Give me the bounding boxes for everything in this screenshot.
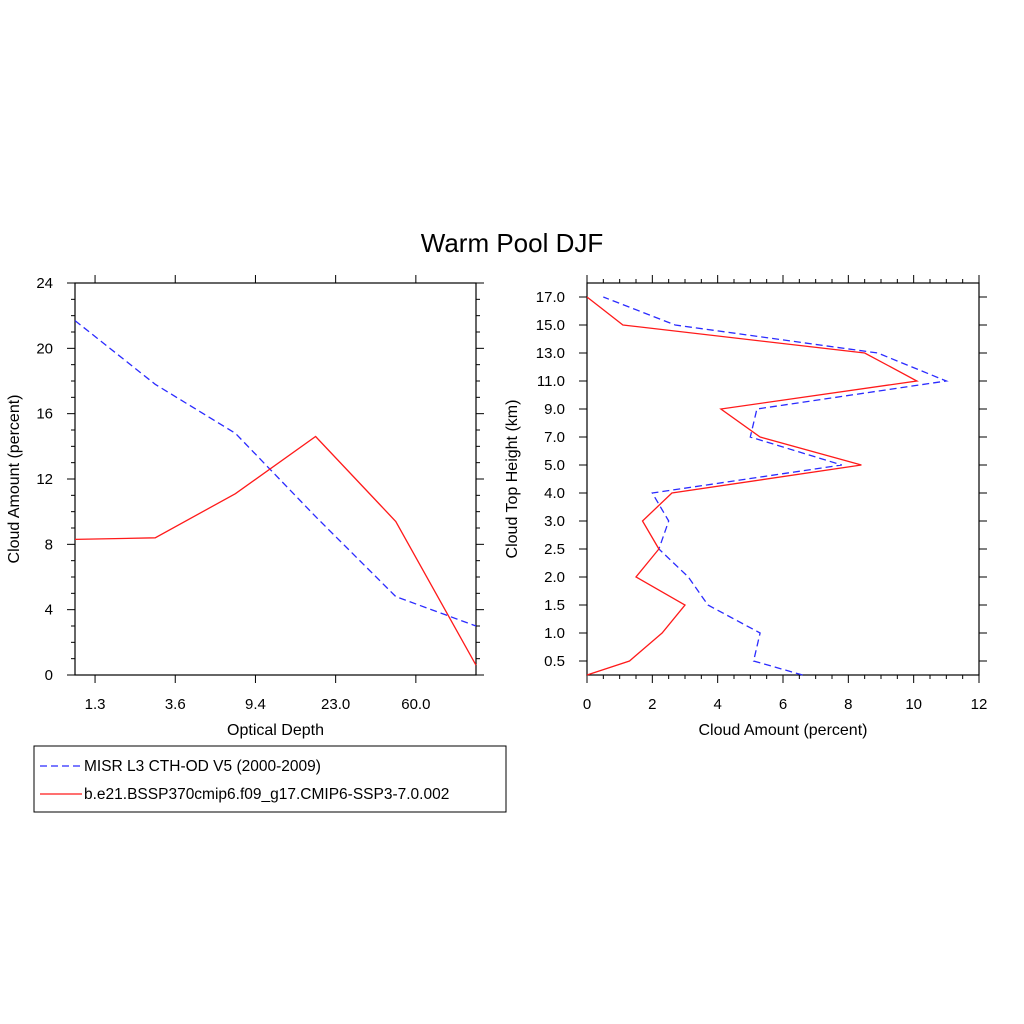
right-series-line-model xyxy=(586,296,919,676)
right-x-tick-label: 0 xyxy=(583,696,591,713)
left-y-axis-title: Cloud Amount (percent) xyxy=(6,395,23,564)
right-y-tick-label: 2.5 xyxy=(544,541,565,558)
left-y-tick-label: 20 xyxy=(36,340,53,357)
right-y-tick-label: 15.0 xyxy=(536,317,565,334)
left-y-tick-label: 24 xyxy=(36,275,53,292)
right-y-tick-label: 4.0 xyxy=(544,485,565,502)
right-plot-frame xyxy=(586,282,980,676)
right-x-tick-label: 10 xyxy=(905,696,922,713)
right-y-tick-label: 9.0 xyxy=(544,401,565,418)
left-x-tick-label: 3.6 xyxy=(165,696,186,713)
right-y-tick-label: 13.0 xyxy=(536,345,565,362)
left-y-tick-label: 8 xyxy=(45,536,53,553)
right-x-axis-title: Cloud Amount (percent) xyxy=(699,722,868,739)
figure-title: Warm Pool DJF xyxy=(421,228,604,258)
cloud-top-height-panel: 0 2 4 6 8 10 12 0.5 1.0 1.5 2.0 2.5 3.0 4.0 5.0 7.0 9.0 1… xyxy=(504,275,987,739)
right-x-tick-label: 8 xyxy=(844,696,852,713)
left-series-line-obs xyxy=(74,320,477,627)
right-y-tick-label: 2.0 xyxy=(544,569,565,586)
right-x-tick-label: 12 xyxy=(971,696,988,713)
right-y-tick-label: 3.0 xyxy=(544,513,565,530)
left-y-tick-label: 0 xyxy=(45,667,53,684)
right-series-line-obs xyxy=(603,296,949,676)
left-y-tick-label: 16 xyxy=(36,406,53,423)
left-y-tick-label: 12 xyxy=(36,471,53,488)
right-y-tick-label: 0.5 xyxy=(544,653,565,670)
right-y-tick-label: 11.0 xyxy=(537,373,565,390)
left-y-tick-label: 4 xyxy=(45,602,53,619)
left-plot-frame xyxy=(74,282,477,676)
legend-label-obs: MISR L3 CTH-OD V5 (2000-2009) xyxy=(84,758,321,775)
right-x-tick-label: 6 xyxy=(779,696,787,713)
right-y-tick-label: 1.0 xyxy=(544,625,565,642)
right-y-tick-label: 1.5 xyxy=(544,597,565,614)
left-x-tick-label: 1.3 xyxy=(85,696,106,713)
right-x-tick-label: 4 xyxy=(713,696,721,713)
left-x-tick-label: 23.0 xyxy=(321,696,350,713)
legend-box xyxy=(33,745,507,813)
right-y-axis-title: Cloud Top Height (km) xyxy=(504,400,521,559)
left-x-tick-label: 60.0 xyxy=(401,696,430,713)
right-y-tick-label: 5.0 xyxy=(544,457,565,474)
legend: MISR L3 CTH-OD V5 (2000-2009) b.e21.BSSP… xyxy=(33,745,507,813)
optical-depth-panel: 0 4 8 12 16 20 24 1.3 3.6 9.4 23.0 60.0 Optical Dept… xyxy=(6,275,484,739)
right-y-tick-label: 17.0 xyxy=(536,289,565,306)
left-x-tick-label: 9.4 xyxy=(245,696,266,713)
legend-label-model: b.e21.BSSP370cmip6.f09_g17.CMIP6-SSP3-7.… xyxy=(84,786,449,803)
right-x-tick-label: 2 xyxy=(648,696,656,713)
left-x-axis-title: Optical Depth xyxy=(227,722,324,739)
right-y-tick-label: 7.0 xyxy=(544,429,565,446)
left-series-line-model xyxy=(74,435,477,666)
